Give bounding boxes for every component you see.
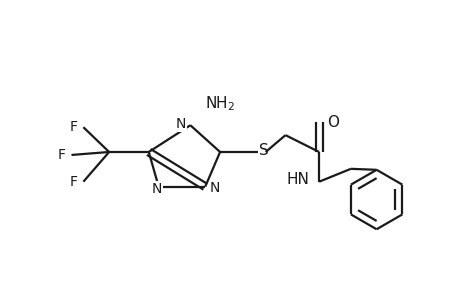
- Text: N: N: [176, 117, 186, 131]
- Text: HN: HN: [286, 172, 308, 187]
- Text: N: N: [151, 182, 162, 196]
- Text: N: N: [209, 181, 219, 195]
- Text: F: F: [69, 120, 77, 134]
- Text: NH$_2$: NH$_2$: [205, 94, 235, 113]
- Text: F: F: [57, 148, 65, 162]
- Text: O: O: [326, 115, 338, 130]
- Text: F: F: [69, 175, 77, 189]
- Text: S: S: [258, 143, 268, 158]
